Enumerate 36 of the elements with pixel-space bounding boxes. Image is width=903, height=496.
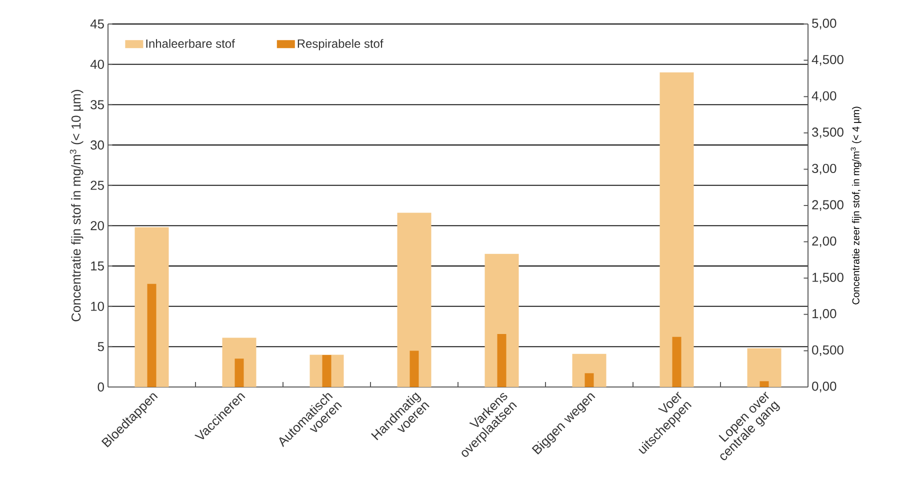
- y-tick-label: 25: [90, 180, 104, 190]
- y2-tick-label: 1,500: [812, 272, 844, 284]
- bar: [397, 212, 432, 387]
- y-tick-label: 5: [98, 342, 104, 352]
- y2-tick-label: 0,00: [812, 382, 836, 392]
- y2-tick-label: 0,500: [812, 345, 844, 356]
- y-tick-label: 35: [90, 100, 104, 110]
- y2-tick-label: 2,500: [812, 200, 844, 211]
- y-tick-label: 30: [90, 140, 104, 150]
- y-tick-label: 40: [90, 60, 104, 69]
- bar: [672, 336, 682, 387]
- bar: [322, 355, 332, 387]
- y2-tick-label: 4,500: [812, 54, 844, 66]
- legend-label: Respirabele stof: [298, 39, 384, 50]
- bar: [147, 284, 156, 387]
- legend-label: Inhaleerbare stof: [146, 39, 235, 48]
- y2-tick-label: 3,00: [812, 164, 836, 175]
- bar: [747, 348, 782, 387]
- y-tick-label: 10: [91, 302, 104, 311]
- y2-tick-label: 1,00: [812, 309, 836, 320]
- y2-tick-label: 3,500: [812, 128, 844, 138]
- y-axis-title: Concentratie fijn stof in mg/m$^{3}$ (< 10 µm): [70, 90, 84, 322]
- y2-tick-label: 4,00: [812, 91, 836, 102]
- bar: [760, 381, 769, 387]
- bar: [584, 373, 594, 387]
- y-tick-label: 15: [91, 261, 104, 271]
- y2-axis-title: Concentratie zeer fijn stof, in mg/m$^{3}$ (< 4 µm): [850, 106, 862, 304]
- y2-tick-label: 5,00: [812, 18, 836, 30]
- bar: [234, 358, 244, 387]
- bar: [660, 72, 694, 387]
- y2-tick-label: 2,00: [812, 236, 836, 248]
- bar: [410, 350, 419, 387]
- y-tick-label: 0: [98, 382, 104, 392]
- y-tick-label: 45: [90, 19, 104, 29]
- y-tick-label: 20: [90, 221, 104, 230]
- bar: [497, 334, 506, 387]
